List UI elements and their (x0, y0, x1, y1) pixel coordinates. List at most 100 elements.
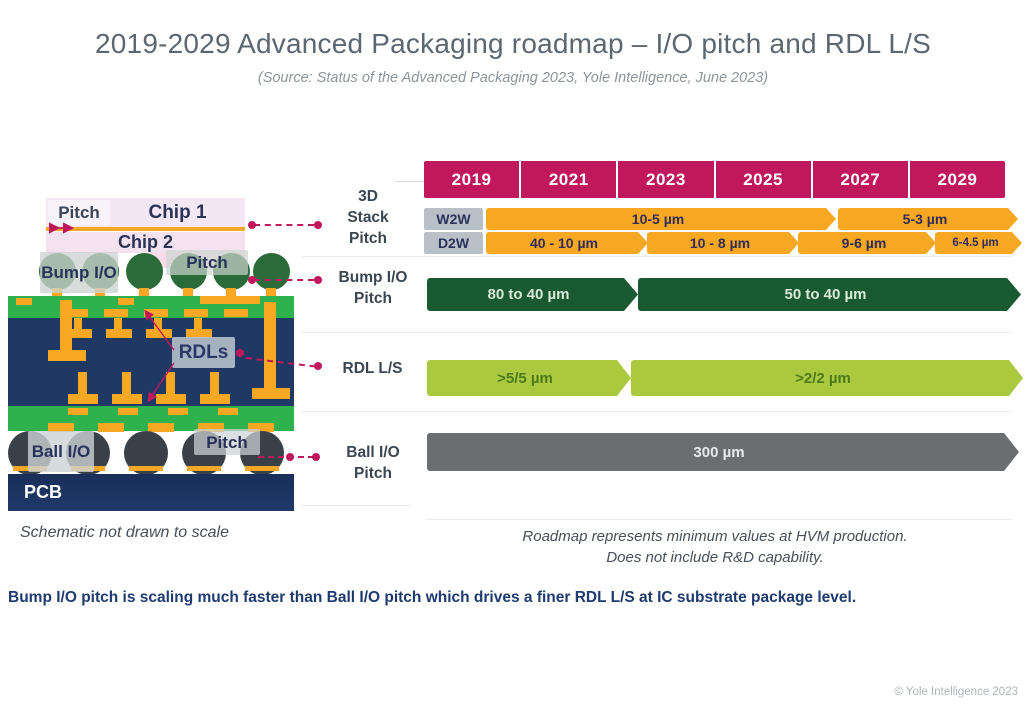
via-cap (106, 329, 132, 338)
bump-stem (139, 288, 149, 300)
via-cap (186, 329, 212, 338)
rdls-label: RDLs (172, 337, 235, 368)
annotation-lines (49, 222, 175, 403)
via (154, 318, 162, 331)
trace (168, 408, 188, 415)
pad (48, 423, 74, 432)
takeaway-text: Bump I/O pitch is scaling much faster th… (8, 589, 857, 606)
divider (425, 519, 1012, 520)
via (74, 318, 82, 331)
pad (198, 423, 224, 432)
via-cap (146, 329, 172, 338)
bump-pitch-label: Pitch (166, 250, 248, 275)
connector-dot (314, 276, 322, 284)
ball-pad (245, 466, 279, 471)
connector-dot (236, 349, 244, 357)
pad (98, 423, 124, 432)
d2w-tag: D2W (424, 232, 483, 254)
source-subtitle: (Source: Status of the Advanced Packagin… (257, 70, 769, 86)
w2w-tag: W2W (424, 208, 483, 230)
year-tick: 2027 (813, 161, 910, 198)
bump (253, 253, 290, 290)
segment-w2w-1: 10-5 µm (486, 208, 836, 230)
segment-d2w-3: 9-6 µm (798, 232, 936, 254)
ball-pad (129, 466, 163, 471)
via (194, 318, 202, 331)
via-cap (156, 394, 186, 404)
connector-3d (254, 224, 314, 226)
trace (184, 309, 208, 317)
divider (302, 332, 1012, 333)
pad (248, 423, 274, 432)
tall-via-right (264, 302, 276, 394)
year-tick: 2019 (424, 161, 522, 198)
row-label-3d-stack-pitch: 3D Stack Pitch (347, 188, 389, 247)
segment-d2w-1: 40 - 10 µm (486, 232, 648, 254)
connector-dot (314, 221, 322, 229)
bump-io-label: Bump I/O (40, 252, 118, 293)
segment-d2w-4: 6-4.5 µm (935, 232, 1022, 254)
chip2-block (46, 232, 245, 253)
segment-bump-1: 80 to 40 µm (427, 278, 638, 311)
bump-stem (266, 288, 276, 300)
trace (68, 408, 88, 415)
year-axis: 2019 2021 2023 2025 2027 2029 (424, 161, 1005, 198)
year-tick: 2021 (521, 161, 619, 198)
year-tick: 2029 (937, 169, 978, 189)
segment-d2w-2: 10 - 8 µm (647, 232, 799, 254)
divider (302, 411, 1012, 412)
via (78, 372, 87, 396)
schematic-caption: Schematic not drawn to scale (20, 524, 229, 541)
bump-stem (95, 288, 105, 300)
segment-bump-2: 50 to 40 µm (638, 278, 1021, 311)
package-schematic: Pitch Chip 1 Chip 2 Bump I/O Pitch (0, 0, 330, 520)
trace (118, 298, 134, 305)
chip2-label: Chip 2 (117, 231, 173, 252)
trace (224, 309, 248, 317)
copyright: © Yole Intelligence 2023 (894, 686, 1018, 698)
tall-via-left-foot (48, 350, 86, 361)
divider (302, 505, 410, 506)
segment-rdl-2: >2/2 µm (631, 360, 1023, 396)
ball-io-label: Ball I/O (28, 431, 94, 472)
row-label-bump-io-pitch: Bump I/O Pitch (338, 269, 408, 307)
chip-pitch-label: Pitch (48, 200, 110, 225)
via (166, 372, 175, 396)
via-cap (68, 394, 98, 404)
divider (302, 256, 1012, 257)
trace (16, 298, 32, 305)
via (114, 318, 122, 331)
segment-ball-1: 300 µm (427, 433, 1019, 471)
chip1-label: Chip 1 (148, 202, 207, 223)
connector-dot (314, 362, 322, 370)
row-label-ball-io-pitch: Ball I/O Pitch (346, 444, 400, 482)
via-cap (66, 329, 92, 338)
bump-stem (52, 288, 62, 300)
trace (144, 309, 168, 317)
connector-dot (248, 221, 256, 229)
pad (148, 423, 174, 432)
trace (118, 408, 138, 415)
tall-via-left (60, 300, 72, 358)
pcb-block (8, 474, 294, 511)
year-tick: 2023 (618, 161, 716, 198)
bump (126, 253, 163, 290)
segment-w2w-2: 5-3 µm (838, 208, 1018, 230)
pcb-label: PCB (24, 482, 63, 502)
roadmap-note-line1: Roadmap represents minimum values at HVM… (522, 528, 908, 545)
bump-stem (183, 288, 193, 300)
divider (395, 181, 424, 182)
via-cap (200, 394, 230, 404)
connector-bump (254, 279, 314, 281)
tall-via-right-foot (252, 388, 290, 399)
ball-pad (187, 466, 221, 471)
year-tick: 2025 (716, 161, 813, 198)
roadmap-note-line2: Does not include R&D capability. (606, 549, 824, 566)
connector-dot (248, 276, 256, 284)
page-title: 2019-2029 Advanced Packaging roadmap – I… (95, 28, 931, 59)
ball-pitch-label: Pitch (194, 429, 260, 455)
via-cap (112, 394, 142, 404)
connector-dot (286, 453, 294, 461)
connector-dot (312, 453, 320, 461)
